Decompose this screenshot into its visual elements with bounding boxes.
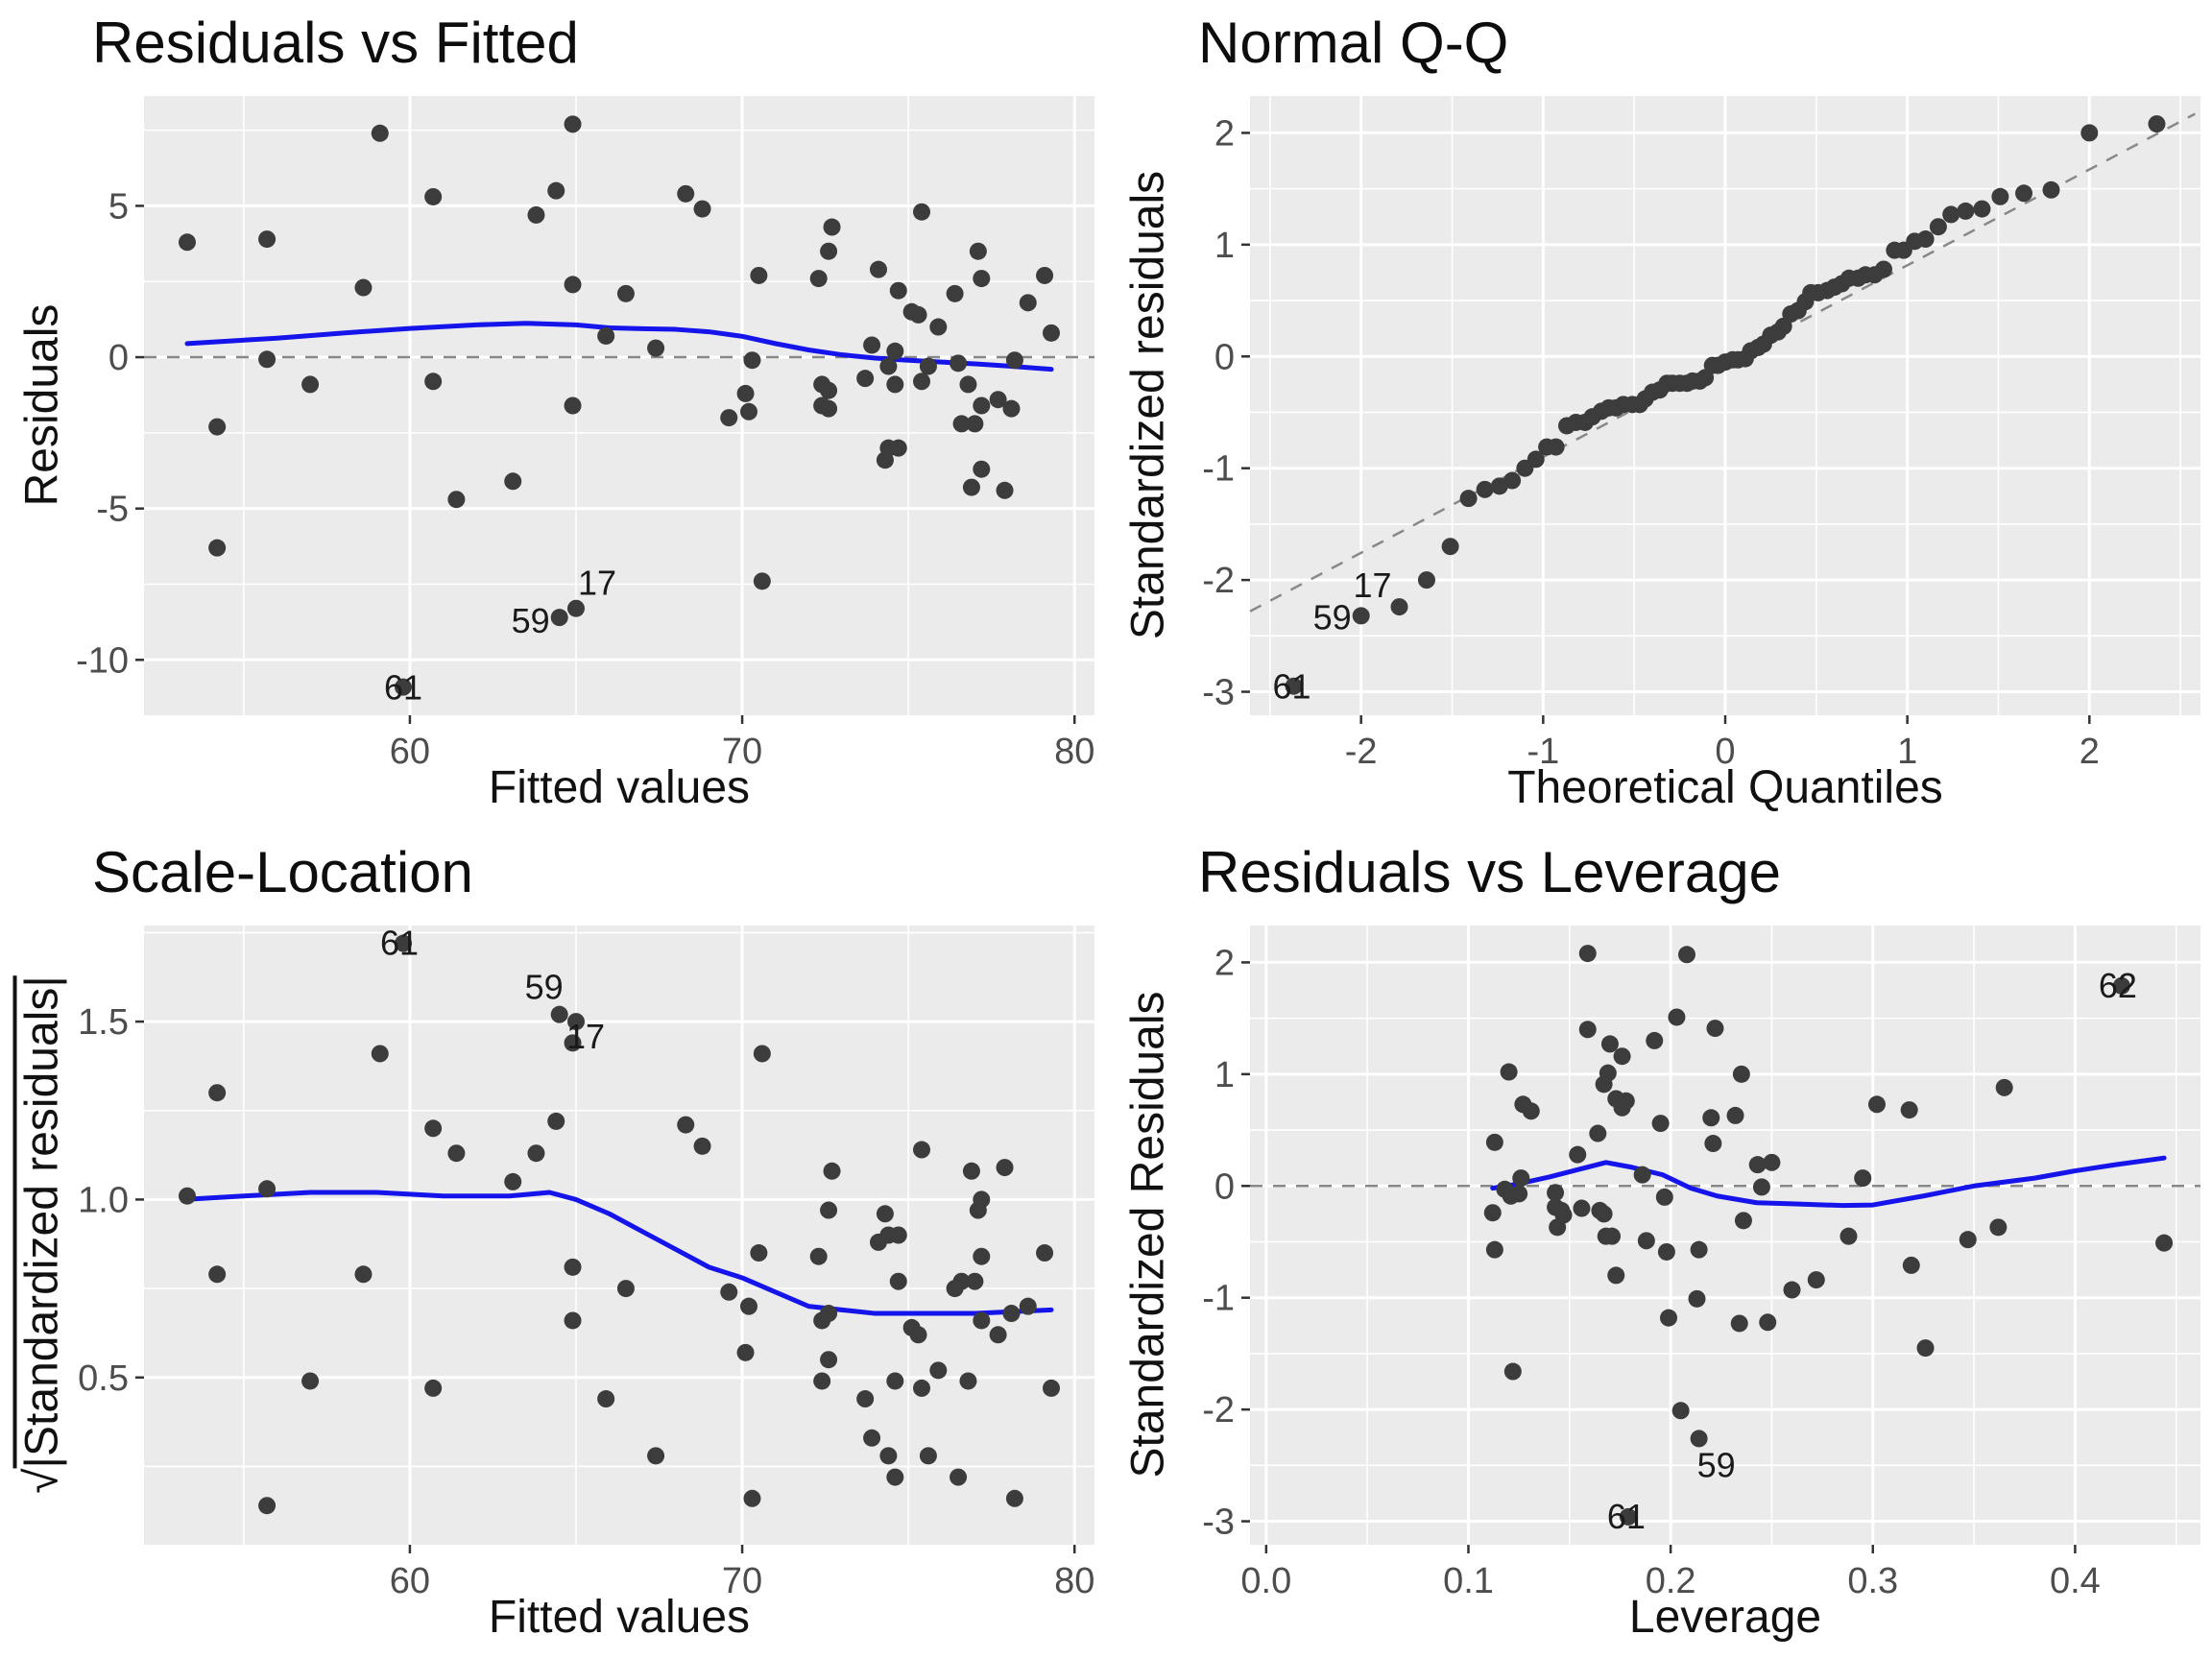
svg-text:-5: -5 (96, 490, 129, 530)
svg-text:-1: -1 (1527, 732, 1559, 772)
svg-text:80: 80 (1054, 1561, 1094, 1601)
svg-text:0.5: 0.5 (78, 1358, 129, 1399)
svg-text:70: 70 (722, 732, 762, 772)
page-title: Scale-Location (92, 840, 473, 904)
x-axis-label: Fitted values (488, 762, 751, 813)
svg-text:0: 0 (108, 338, 129, 378)
svg-text:60: 60 (390, 1561, 430, 1601)
x-axis-label: Theoretical Quantiles (1507, 762, 1943, 813)
y-axis-label: √|Standardized residuals| (16, 975, 68, 1494)
svg-text:-1: -1 (1202, 449, 1235, 490)
x-axis-label: Leverage (1628, 1592, 1822, 1643)
svg-text:59: 59 (1697, 1445, 1736, 1484)
svg-text:-1: -1 (1202, 1279, 1235, 1319)
page-title: Normal Q-Q (1198, 11, 1509, 75)
residuals-vs-leverage-plot: 0.0 0.1 0.2 0.3 0.4 -3 -2 -1 0 1 2 62 59 61 Residuals… (1106, 830, 2212, 1659)
svg-text:17: 17 (566, 1017, 605, 1056)
svg-text:80: 80 (1054, 732, 1094, 772)
svg-text:5: 5 (108, 186, 129, 227)
svg-text:0.0: 0.0 (1240, 1561, 1291, 1601)
svg-text:-10: -10 (76, 640, 129, 681)
svg-text:59: 59 (525, 968, 564, 1007)
svg-text:-2: -2 (1345, 732, 1378, 772)
svg-text:61: 61 (1272, 667, 1310, 707)
x-axis-label: Fitted values (488, 1592, 751, 1643)
svg-text:0: 0 (1214, 1166, 1235, 1207)
svg-text:2: 2 (1214, 943, 1235, 983)
svg-text:61: 61 (384, 668, 422, 708)
svg-text:-3: -3 (1202, 1503, 1235, 1543)
residuals-vs-fitted-plot: 60 70 80 -10 -5 0 5 17 59 61 Residuals vs Fitted … (0, 0, 1106, 830)
page-title: Residuals vs Leverage (1198, 840, 1782, 904)
svg-text:60: 60 (390, 732, 430, 772)
y-axis-label: Residuals (16, 303, 68, 507)
svg-text:0.1: 0.1 (1443, 1561, 1494, 1601)
svg-text:1.5: 1.5 (78, 1002, 129, 1043)
svg-text:59: 59 (512, 601, 550, 640)
svg-text:0: 0 (1715, 732, 1735, 772)
svg-text:17: 17 (1353, 565, 1391, 605)
svg-text:61: 61 (1607, 1497, 1646, 1536)
residuals-vs-fitted-canvas: 60 70 80 -10 -5 0 5 17 59 61 (76, 96, 1094, 772)
svg-text:-2: -2 (1202, 561, 1235, 601)
svg-text:62: 62 (2099, 966, 2137, 1005)
svg-text:0.2: 0.2 (1646, 1561, 1696, 1601)
svg-text:0.3: 0.3 (1847, 1561, 1898, 1601)
svg-text:2: 2 (1214, 113, 1235, 154)
normal-qq-plot: -2 -1 0 1 2 -3 -2 -1 0 1 2 17 59 61 Normal Q-Q Theore… (1106, 0, 2212, 830)
svg-text:-2: -2 (1202, 1390, 1235, 1431)
svg-text:17: 17 (578, 564, 616, 603)
svg-text:1: 1 (1897, 732, 1917, 772)
svg-text:-3: -3 (1202, 673, 1235, 713)
svg-text:59: 59 (1313, 597, 1352, 637)
svg-text:2: 2 (2080, 732, 2100, 772)
svg-text:1.0: 1.0 (78, 1180, 129, 1220)
page-title: Residuals vs Fitted (92, 11, 579, 75)
y-axis-label: Standardized Residuals (1122, 991, 1174, 1479)
svg-text:70: 70 (722, 1561, 762, 1601)
svg-text:1: 1 (1214, 226, 1235, 266)
svg-text:61: 61 (380, 924, 419, 963)
svg-text:0.4: 0.4 (2050, 1561, 2101, 1601)
scale-location-plot: 60 70 80 0.5 1.0 1.5 61 59 17 Scale-Location Fit… (0, 830, 1106, 1659)
residuals-vs-leverage-canvas: 0.0 0.1 0.2 0.3 0.4 -3 -2 -1 0 1 2 62 59 61 (1202, 926, 2200, 1601)
svg-text:1: 1 (1214, 1055, 1235, 1095)
svg-text:0: 0 (1214, 337, 1235, 377)
y-axis-label: Standardized residuals (1122, 170, 1174, 640)
